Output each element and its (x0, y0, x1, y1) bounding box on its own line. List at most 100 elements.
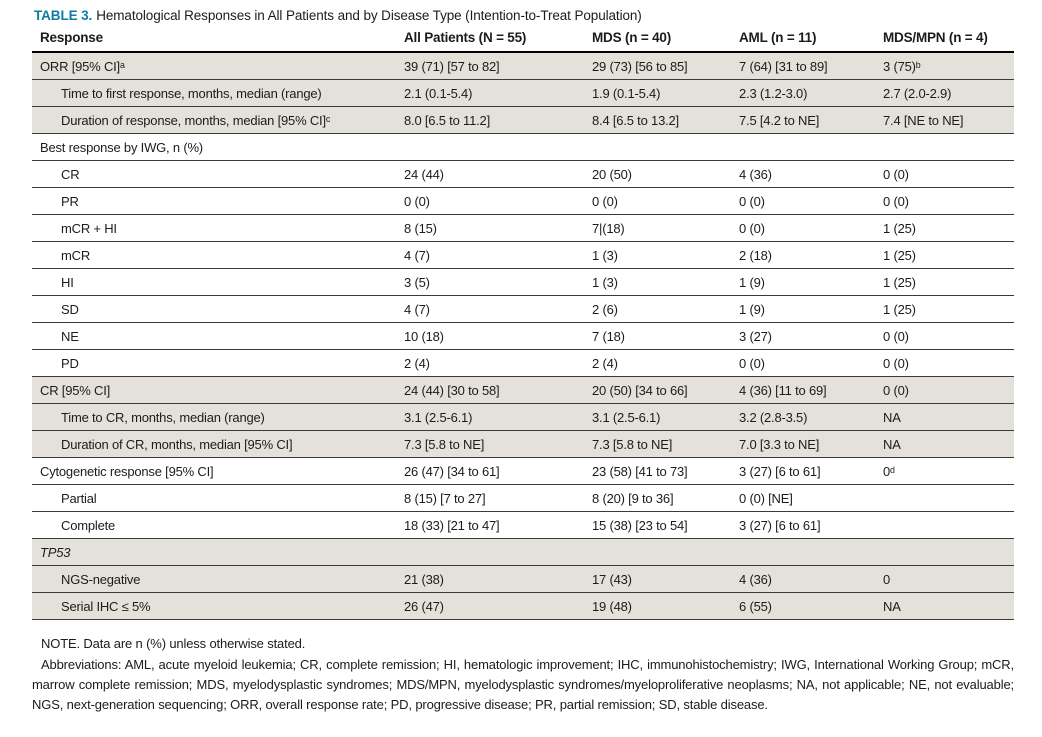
table-cell: 10 (18) (404, 322, 592, 350)
row-label: CR [95% CI] (32, 376, 404, 404)
col-header-aml: AML (n = 11) (739, 28, 883, 53)
table-cell: 7 (18) (592, 322, 739, 350)
table-row: Cytogenetic response [95% CI] 26 (47) [34… (32, 457, 1014, 485)
table-cell: 0ᵈ (883, 457, 1014, 485)
table-cell: 2 (18) (739, 241, 883, 269)
col-header-all-patients: All Patients (N = 55) (404, 28, 592, 53)
table-row: NE 10 (18) 7 (18) 3 (27) 0 (0) (32, 322, 1014, 350)
table-row: CR [95% CI] 24 (44) [30 to 58] 20 (50) [34… (32, 376, 1014, 404)
table-cell: 0 (0) (739, 187, 883, 215)
table-cell: 1 (25) (883, 268, 1014, 296)
col-header-mds: MDS (n = 40) (592, 28, 739, 53)
row-label: PD (32, 349, 404, 377)
table-cell: 2.1 (0.1-5.4) (404, 79, 592, 107)
table-cell: 4 (7) (404, 241, 592, 269)
table-row: Partial 8 (15) [7 to 27] 8 (20) [9 to 36] 0… (32, 484, 1014, 512)
table-cell: 4 (36) [11 to 69] (739, 376, 883, 404)
table-row: mCR + HI 8 (15) 7|(18) 0 (0) 1 (25) (32, 214, 1014, 242)
table-cell: 0 (0) (739, 214, 883, 242)
table-cell: 8.0 [6.5 to 11.2] (404, 106, 592, 134)
table-cell (883, 538, 1014, 566)
table-cell: 7|(18) (592, 214, 739, 242)
row-label: NGS-negative (32, 565, 404, 593)
table-cell: 1 (9) (739, 295, 883, 323)
table-cell: 7.0 [3.3 to NE] (739, 430, 883, 458)
table-cell (404, 133, 592, 161)
table-row: Best response by IWG, n (%) (32, 133, 1014, 161)
row-label: Complete (32, 511, 404, 539)
table-row: CR 24 (44) 20 (50) 4 (36) 0 (0) (32, 160, 1014, 188)
table-cell: 39 (71) [57 to 82] (404, 52, 592, 80)
table-cell: 8 (20) [9 to 36] (592, 484, 739, 512)
note-text: NOTE. Data are n (%) unless otherwise st… (41, 636, 306, 651)
table-cell: 18 (33) [21 to 47] (404, 511, 592, 539)
table-number: TABLE 3. (34, 8, 93, 23)
table-cell: 1 (3) (592, 268, 739, 296)
table-cell: 1 (25) (883, 214, 1014, 242)
row-label: Time to CR, months, median (range) (32, 403, 404, 431)
table-cell: 21 (38) (404, 565, 592, 593)
table-cell: 23 (58) [41 to 73] (592, 457, 739, 485)
table-cell: 1 (25) (883, 241, 1014, 269)
table-cell: 8.4 [6.5 to 13.2] (592, 106, 739, 134)
table-title: TABLE 3. Hematological Responses in All P… (34, 7, 1012, 25)
table-cell: 3.1 (2.5-6.1) (592, 403, 739, 431)
table-cell: 24 (44) [30 to 58] (404, 376, 592, 404)
table-cell: NA (883, 592, 1014, 620)
table-cell: NA (883, 430, 1014, 458)
table-cell: 3 (75)ᵇ (883, 52, 1014, 80)
table-cell (883, 133, 1014, 161)
table-cell: 4 (36) (739, 565, 883, 593)
table-cell: 2 (6) (592, 295, 739, 323)
table-row: Serial IHC ≤ 5% 26 (47) 19 (48) 6 (55) NA (32, 592, 1014, 620)
row-label: ORR [95% CI]ᵃ (32, 52, 404, 80)
table-row: ORR [95% CI]ᵃ 39 (71) [57 to 82] 29 (73) [… (32, 52, 1014, 80)
table-cell: 3.1 (2.5-6.1) (404, 403, 592, 431)
table-cell: 0 (0) (404, 187, 592, 215)
table-cell: 4 (36) (739, 160, 883, 188)
table-cell: 3 (27) [6 to 61] (739, 457, 883, 485)
table-cell: 3 (27) (739, 322, 883, 350)
table-cell: 3 (27) [6 to 61] (739, 511, 883, 539)
table-cell: 7.3 [5.8 to NE] (592, 430, 739, 458)
data-table: Response All Patients (N = 55) MDS (n = … (32, 28, 1014, 620)
table-cell: 26 (47) [34 to 61] (404, 457, 592, 485)
table-cell: 1 (9) (739, 268, 883, 296)
table-cell (883, 511, 1014, 539)
table-cell: 4 (7) (404, 295, 592, 323)
row-label: HI (32, 268, 404, 296)
table-cell: 0 (0) [NE] (739, 484, 883, 512)
table-cell: 1.9 (0.1-5.4) (592, 79, 739, 107)
table-row: NGS-negative 21 (38) 17 (43) 4 (36) 0 (32, 565, 1014, 593)
table-cell (592, 538, 739, 566)
table-row: Duration of CR, months, median [95% CI] 7… (32, 430, 1014, 458)
row-label: Duration of CR, months, median [95% CI] (32, 430, 404, 458)
row-label: Serial IHC ≤ 5% (32, 592, 404, 620)
col-header-mds-mpn: MDS/MPN (n = 4) (883, 28, 1014, 53)
table-cell (883, 484, 1014, 512)
row-label: CR (32, 160, 404, 188)
table-cell: 0 (0) (883, 187, 1014, 215)
table-cell: 1 (25) (883, 295, 1014, 323)
table-cell: 17 (43) (592, 565, 739, 593)
table-cell (739, 538, 883, 566)
table-cell: 2 (4) (404, 349, 592, 377)
table-row: TP53 (32, 538, 1014, 566)
table-row: Complete 18 (33) [21 to 47] 15 (38) [23 to… (32, 511, 1014, 539)
table-row: HI 3 (5) 1 (3) 1 (9) 1 (25) (32, 268, 1014, 296)
table-cell: 7.5 [4.2 to NE] (739, 106, 883, 134)
table-cell (739, 133, 883, 161)
table-body: ORR [95% CI]ᵃ 39 (71) [57 to 82] 29 (73) [… (32, 52, 1014, 620)
table-cell (404, 538, 592, 566)
table-cell: 15 (38) [23 to 54] (592, 511, 739, 539)
row-label: Duration of response, months, median [95… (32, 106, 404, 134)
table-cell: 7.3 [5.8 to NE] (404, 430, 592, 458)
table-figure: TABLE 3. Hematological Responses in All P… (32, 7, 1014, 715)
table-cell: 1 (3) (592, 241, 739, 269)
footnotes: NOTE. Data are n (%) unless otherwise st… (32, 634, 1014, 715)
table-cell: 0 (0) (883, 160, 1014, 188)
table-cell: 26 (47) (404, 592, 592, 620)
abbreviations-text: Abbreviations: AML, acute myeloid leukem… (32, 657, 1014, 712)
table-cell: 7 (64) [31 to 89] (739, 52, 883, 80)
table-cell: 2.3 (1.2-3.0) (739, 79, 883, 107)
